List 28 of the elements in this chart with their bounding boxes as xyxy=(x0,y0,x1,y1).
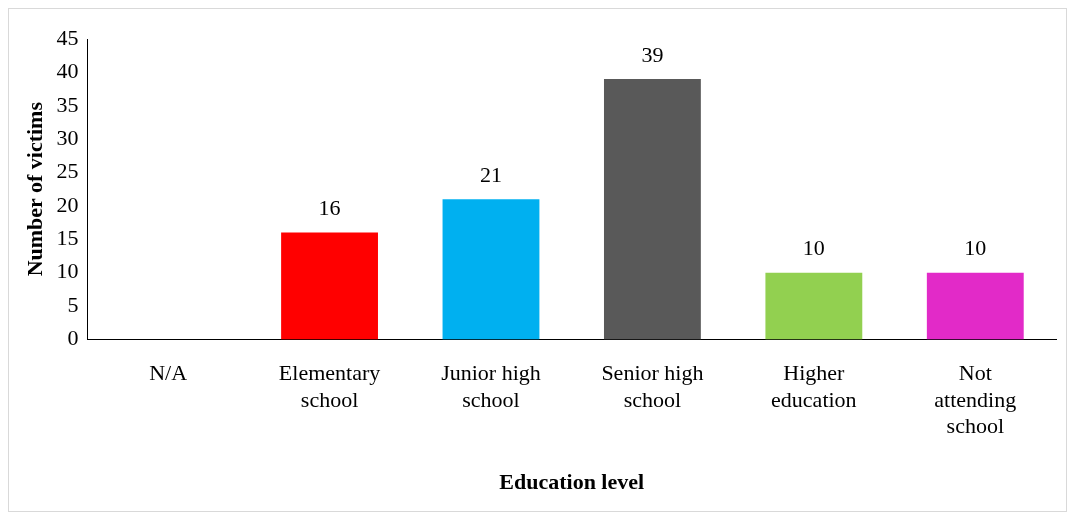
x-tick-label: Junior high school xyxy=(441,360,541,412)
x-tick-label: Elementary school xyxy=(278,360,381,412)
bar xyxy=(926,272,1024,340)
y-tick-label: 25 xyxy=(56,158,79,184)
data-label: 16 xyxy=(318,195,341,221)
x-tick-label: N/A xyxy=(149,360,188,386)
y-tick-label: 15 xyxy=(56,225,79,251)
y-tick-label: 20 xyxy=(56,191,79,217)
x-tick-label: Higher education xyxy=(771,360,857,412)
x-axis-title: Education level xyxy=(499,469,645,495)
bar xyxy=(765,272,863,340)
bar xyxy=(281,232,378,340)
y-tick-label: 45 xyxy=(56,24,79,50)
y-tick-label: 5 xyxy=(67,291,79,317)
x-tick-label: Not attending school xyxy=(934,360,1017,439)
data-label: 39 xyxy=(641,41,664,67)
y-tick-label: 35 xyxy=(56,91,79,117)
data-label: 10 xyxy=(964,235,987,261)
bar xyxy=(603,79,701,340)
y-tick-label: 40 xyxy=(56,58,79,84)
y-tick-label: 10 xyxy=(56,258,79,284)
data-label: 21 xyxy=(479,161,502,187)
y-axis-title: Number of victims xyxy=(21,101,47,277)
y-tick-label: 30 xyxy=(56,124,79,150)
y-tick-label: 0 xyxy=(67,325,79,351)
x-tick-label: Senior high school xyxy=(601,360,704,412)
bar xyxy=(442,199,540,340)
data-label: 10 xyxy=(802,235,825,261)
